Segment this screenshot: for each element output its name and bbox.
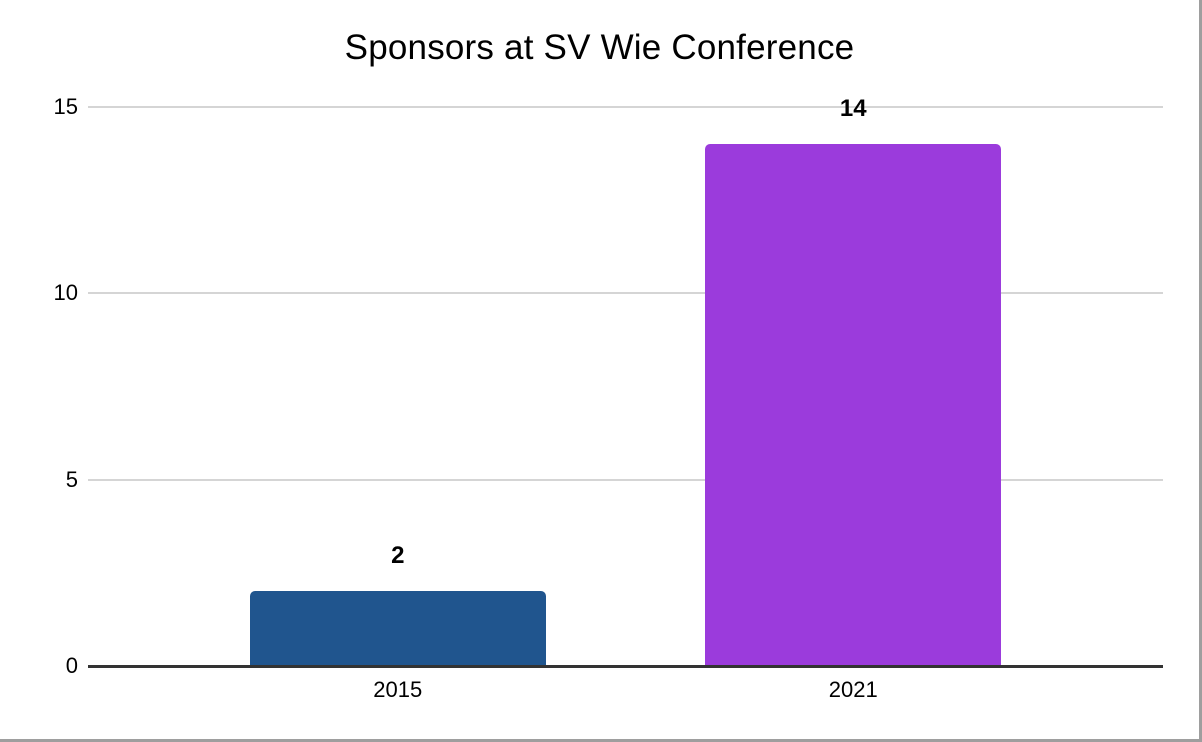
gridline-y-10: [88, 292, 1163, 295]
x-axis-label-2021: 2021: [828, 677, 878, 702]
y-axis-tick-label-10: 10: [53, 280, 78, 306]
x-axis-line: [88, 665, 1163, 668]
gridline-y-5: [88, 478, 1163, 481]
bar-value-label-2015: 2: [391, 542, 405, 570]
bar-2021[interactable]: [705, 144, 1002, 666]
gridline-y-15: [88, 106, 1163, 108]
y-axis-tick-label-5: 5: [65, 466, 78, 492]
x-axis-label-2015: 2015: [373, 677, 423, 702]
y-axis-tick-label-0: 0: [65, 653, 78, 678]
bar-value-label-2021: 14: [839, 95, 867, 123]
bar-2015[interactable]: [249, 591, 546, 666]
chart-title: Sponsors at SV Wie Conference: [344, 28, 855, 67]
y-axis-tick-label-15: 15: [53, 94, 78, 119]
